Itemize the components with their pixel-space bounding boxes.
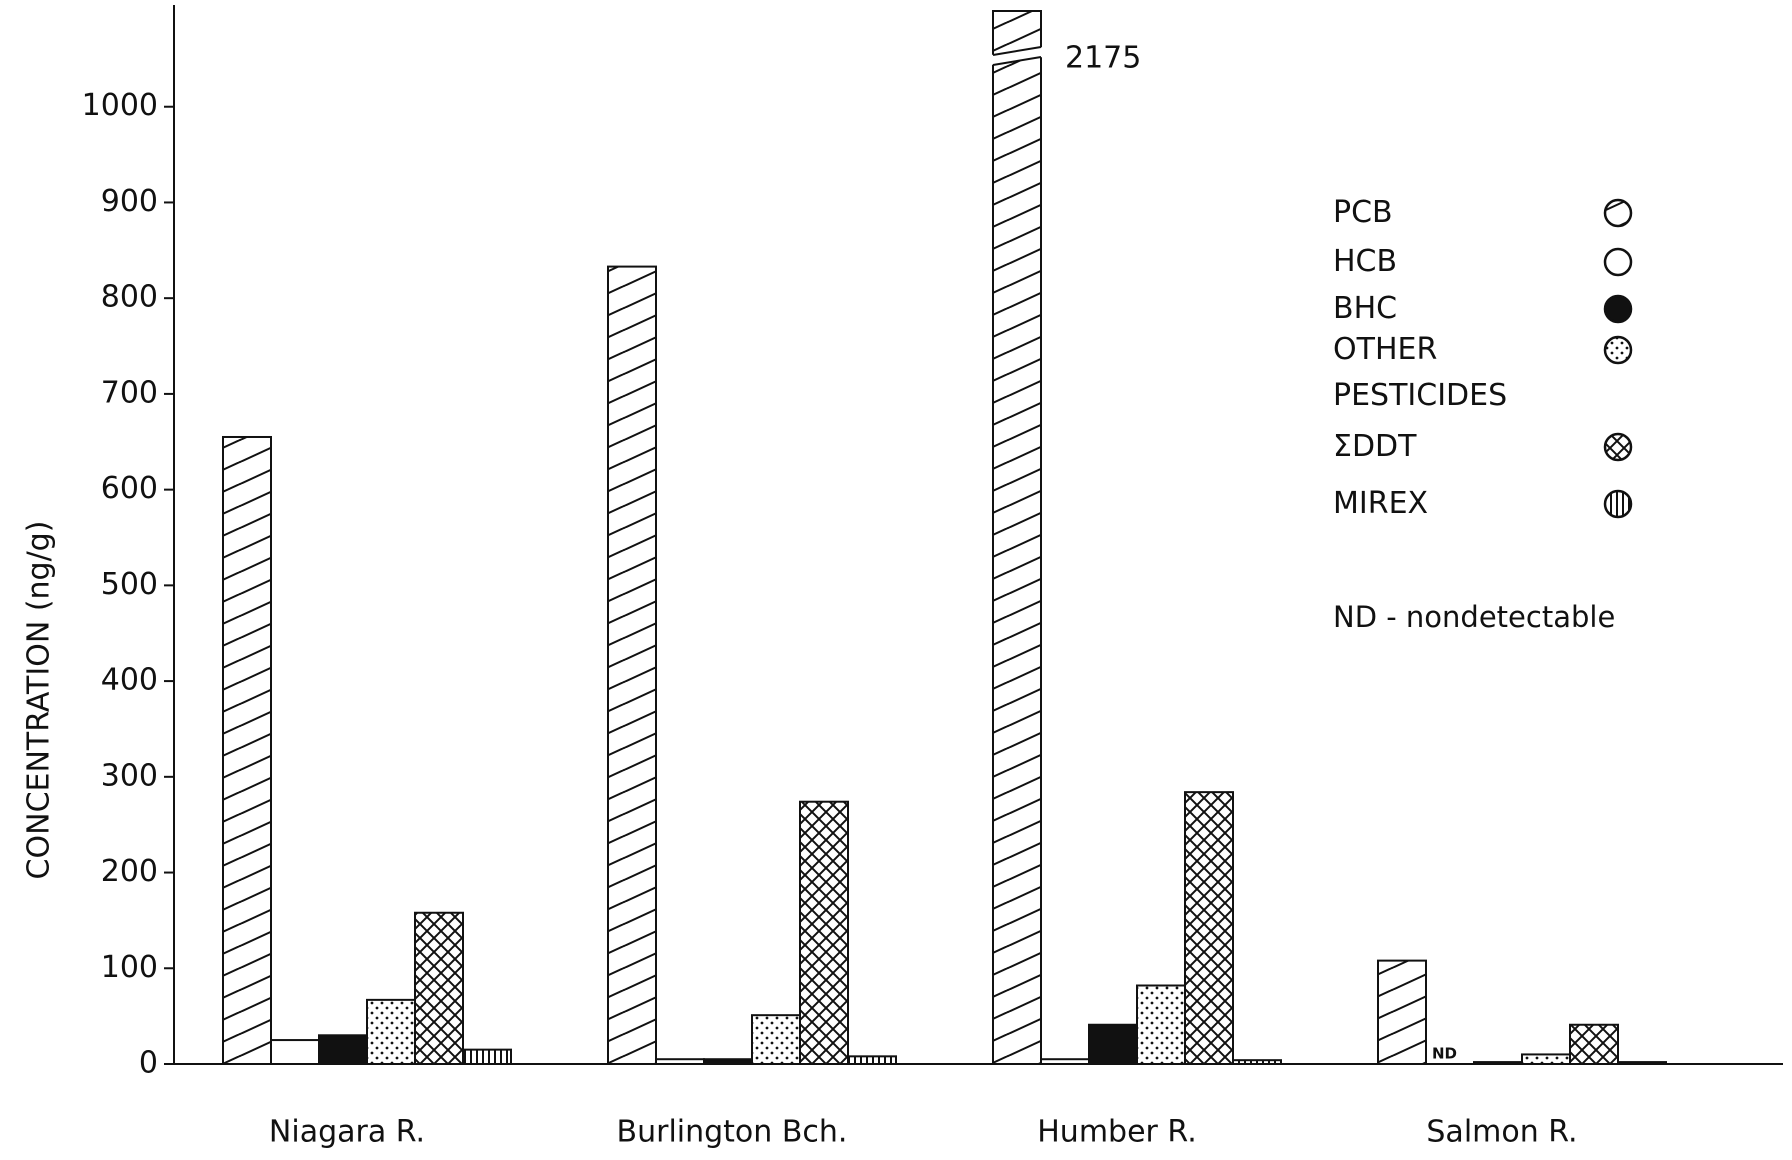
y-tick-label: 400 <box>101 663 158 698</box>
bar <box>1569 1023 1619 1066</box>
annotation: ND - nondetectable <box>1333 600 1616 634</box>
y-tick-label: 600 <box>101 471 158 506</box>
legend-swatch <box>1603 432 1633 462</box>
break-line <box>992 56 1042 66</box>
bar <box>992 10 1042 1065</box>
y-tick-label: 200 <box>101 854 158 889</box>
y-tick-label: 800 <box>101 280 158 315</box>
legend-label: HCB <box>1333 244 1398 279</box>
legend-swatch <box>1603 247 1633 277</box>
bar <box>1521 1053 1571 1065</box>
bar <box>1184 791 1234 1065</box>
bar <box>1377 959 1427 1066</box>
bar <box>751 1014 801 1065</box>
bar <box>414 911 464 1065</box>
bar <box>655 1058 705 1065</box>
legend-label: BHC <box>1333 291 1398 326</box>
bar <box>1473 1061 1523 1065</box>
axis-break <box>991 47 1043 65</box>
bar <box>1040 1058 1090 1065</box>
legend-label: ΣDDT <box>1333 429 1417 464</box>
legend-label: PCB <box>1333 195 1393 230</box>
x-tick-label: Niagara R. <box>269 1115 425 1150</box>
y-axis-label: CONCENTRATION (ng/g) <box>22 521 57 880</box>
x-tick-label: Burlington Bch. <box>617 1115 848 1150</box>
y-tick-label: 500 <box>101 567 158 602</box>
bar <box>222 435 272 1065</box>
bar <box>799 800 849 1065</box>
break-line <box>992 46 1042 56</box>
bar <box>847 1055 897 1065</box>
bar <box>607 265 657 1066</box>
bar <box>1136 984 1186 1066</box>
bar <box>366 998 416 1066</box>
y-tick-label: 1000 <box>82 88 158 123</box>
x-tick-label: Humber R. <box>1037 1115 1196 1150</box>
bar <box>270 1039 320 1066</box>
bar <box>462 1048 512 1065</box>
legend-swatch <box>1603 198 1633 228</box>
bar <box>318 1034 368 1066</box>
y-tick-label: 700 <box>101 375 158 410</box>
bar <box>1232 1059 1282 1065</box>
legend-label: OTHER PESTICIDES <box>1333 332 1508 413</box>
y-tick-label: 300 <box>101 758 158 793</box>
value-label: 2175 <box>1065 41 1141 76</box>
x-tick-label: Salmon R. <box>1426 1115 1577 1150</box>
legend-label: MIREX <box>1333 486 1429 521</box>
legend-swatch <box>1603 335 1633 365</box>
bar <box>703 1058 753 1065</box>
value-label: ND <box>1432 1045 1457 1063</box>
y-tick-label: 0 <box>139 1046 158 1081</box>
y-tick-label: 100 <box>101 950 158 985</box>
bar <box>1617 1061 1667 1065</box>
legend-swatch <box>1603 489 1633 519</box>
bar <box>1088 1023 1138 1066</box>
legend-swatch <box>1603 294 1633 324</box>
y-tick-label: 900 <box>101 184 158 219</box>
